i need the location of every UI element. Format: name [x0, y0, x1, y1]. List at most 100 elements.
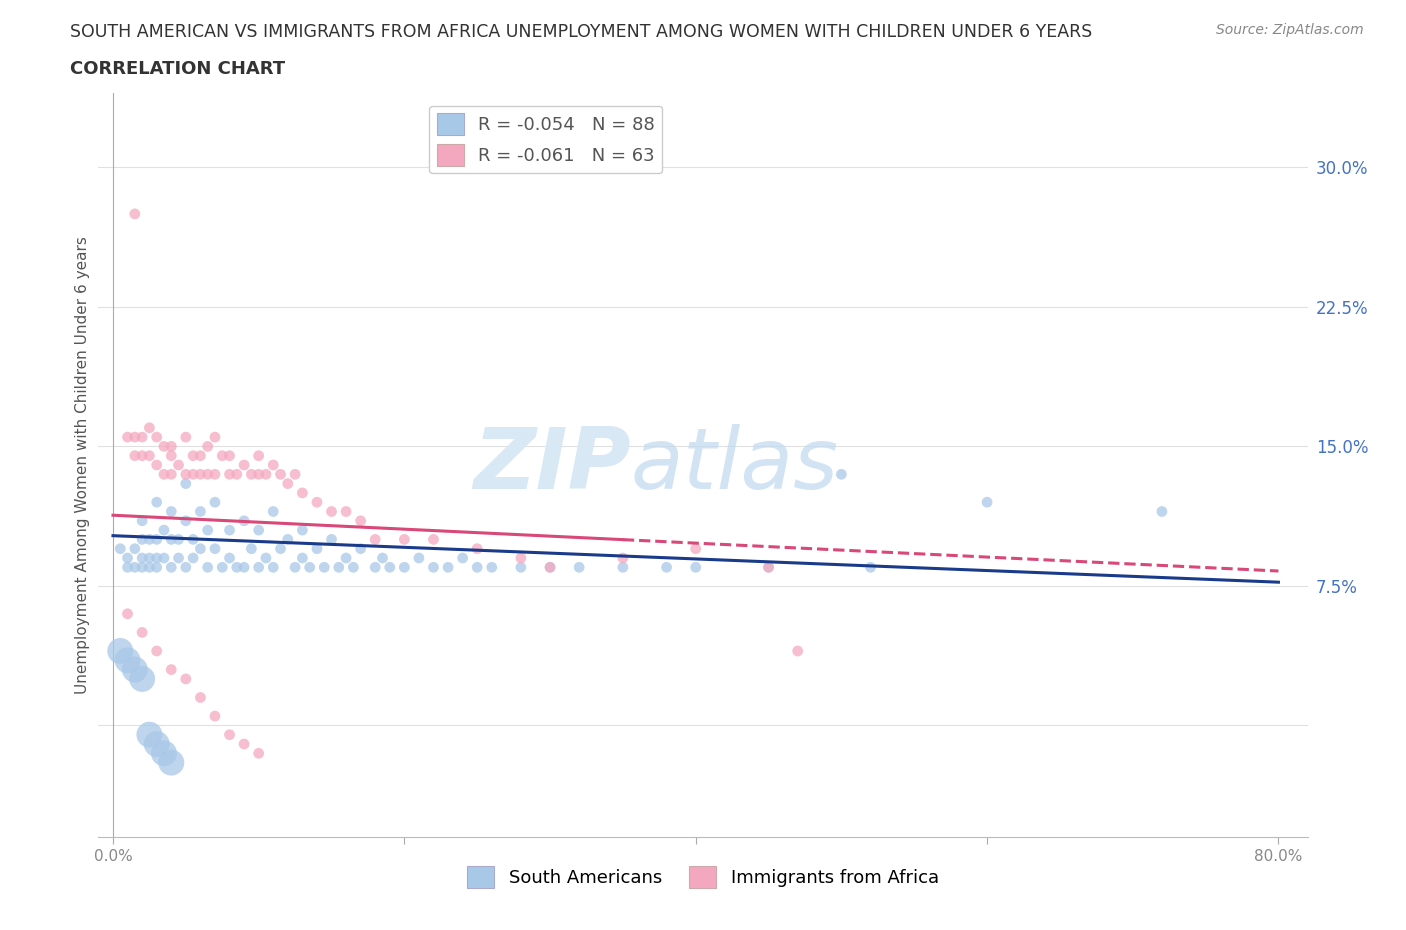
Point	[247, 560, 270, 575]
Point	[685, 541, 707, 556]
Point	[117, 606, 139, 621]
Text: Source: ZipAtlas.com: Source: ZipAtlas.com	[1216, 23, 1364, 37]
Point	[197, 467, 219, 482]
Point	[204, 709, 226, 724]
Point	[284, 467, 307, 482]
Point	[110, 644, 132, 658]
Point	[174, 513, 197, 528]
Point	[247, 467, 270, 482]
Point	[153, 746, 176, 761]
Point	[225, 467, 247, 482]
Point	[174, 476, 197, 491]
Point	[305, 495, 328, 510]
Point	[247, 523, 270, 538]
Point	[218, 467, 240, 482]
Point	[233, 513, 256, 528]
Point	[254, 467, 277, 482]
Point	[976, 495, 998, 510]
Point	[138, 448, 160, 463]
Point	[181, 448, 204, 463]
Point	[110, 541, 132, 556]
Point	[233, 737, 256, 751]
Point	[685, 560, 707, 575]
Point	[124, 430, 146, 445]
Point	[131, 430, 153, 445]
Point	[364, 560, 387, 575]
Point	[612, 560, 634, 575]
Point	[167, 458, 190, 472]
Point	[160, 448, 183, 463]
Point	[321, 532, 343, 547]
Point	[859, 560, 882, 575]
Point	[408, 551, 430, 565]
Point	[181, 467, 204, 482]
Point	[321, 504, 343, 519]
Point	[124, 541, 146, 556]
Point	[131, 532, 153, 547]
Point	[254, 551, 277, 565]
Point	[335, 504, 357, 519]
Point	[131, 671, 153, 686]
Point	[131, 513, 153, 528]
Point	[138, 532, 160, 547]
Point	[830, 467, 852, 482]
Point	[145, 644, 167, 658]
Point	[190, 690, 212, 705]
Point	[465, 541, 488, 556]
Point	[481, 560, 503, 575]
Point	[211, 448, 233, 463]
Point	[270, 541, 292, 556]
Point	[240, 541, 263, 556]
Point	[138, 420, 160, 435]
Point	[167, 532, 190, 547]
Point	[204, 541, 226, 556]
Point	[138, 551, 160, 565]
Point	[218, 551, 240, 565]
Text: SOUTH AMERICAN VS IMMIGRANTS FROM AFRICA UNEMPLOYMENT AMONG WOMEN WITH CHILDREN : SOUTH AMERICAN VS IMMIGRANTS FROM AFRICA…	[70, 23, 1092, 41]
Point	[350, 513, 373, 528]
Point	[378, 560, 401, 575]
Point	[509, 560, 531, 575]
Point	[1150, 504, 1173, 519]
Point	[145, 458, 167, 472]
Point	[174, 430, 197, 445]
Point	[262, 458, 284, 472]
Point	[197, 439, 219, 454]
Point	[204, 495, 226, 510]
Point	[190, 541, 212, 556]
Point	[277, 476, 299, 491]
Point	[131, 560, 153, 575]
Point	[204, 430, 226, 445]
Point	[342, 560, 364, 575]
Point	[145, 737, 167, 751]
Point	[117, 551, 139, 565]
Point	[422, 532, 444, 547]
Point	[160, 467, 183, 482]
Point	[291, 551, 314, 565]
Text: ZIP: ZIP	[472, 423, 630, 507]
Point	[314, 560, 336, 575]
Point	[153, 523, 176, 538]
Legend: South Americans, Immigrants from Africa: South Americans, Immigrants from Africa	[460, 858, 946, 895]
Point	[394, 560, 416, 575]
Point	[350, 541, 373, 556]
Point	[124, 206, 146, 221]
Point	[124, 560, 146, 575]
Point	[181, 551, 204, 565]
Point	[138, 727, 160, 742]
Point	[160, 662, 183, 677]
Point	[284, 560, 307, 575]
Point	[218, 448, 240, 463]
Y-axis label: Unemployment Among Women with Children Under 6 years: Unemployment Among Women with Children U…	[75, 236, 90, 694]
Point	[145, 551, 167, 565]
Point	[204, 467, 226, 482]
Point	[131, 551, 153, 565]
Point	[422, 560, 444, 575]
Point	[160, 532, 183, 547]
Point	[145, 532, 167, 547]
Point	[612, 551, 634, 565]
Point	[174, 467, 197, 482]
Point	[758, 560, 780, 575]
Point	[145, 560, 167, 575]
Point	[233, 458, 256, 472]
